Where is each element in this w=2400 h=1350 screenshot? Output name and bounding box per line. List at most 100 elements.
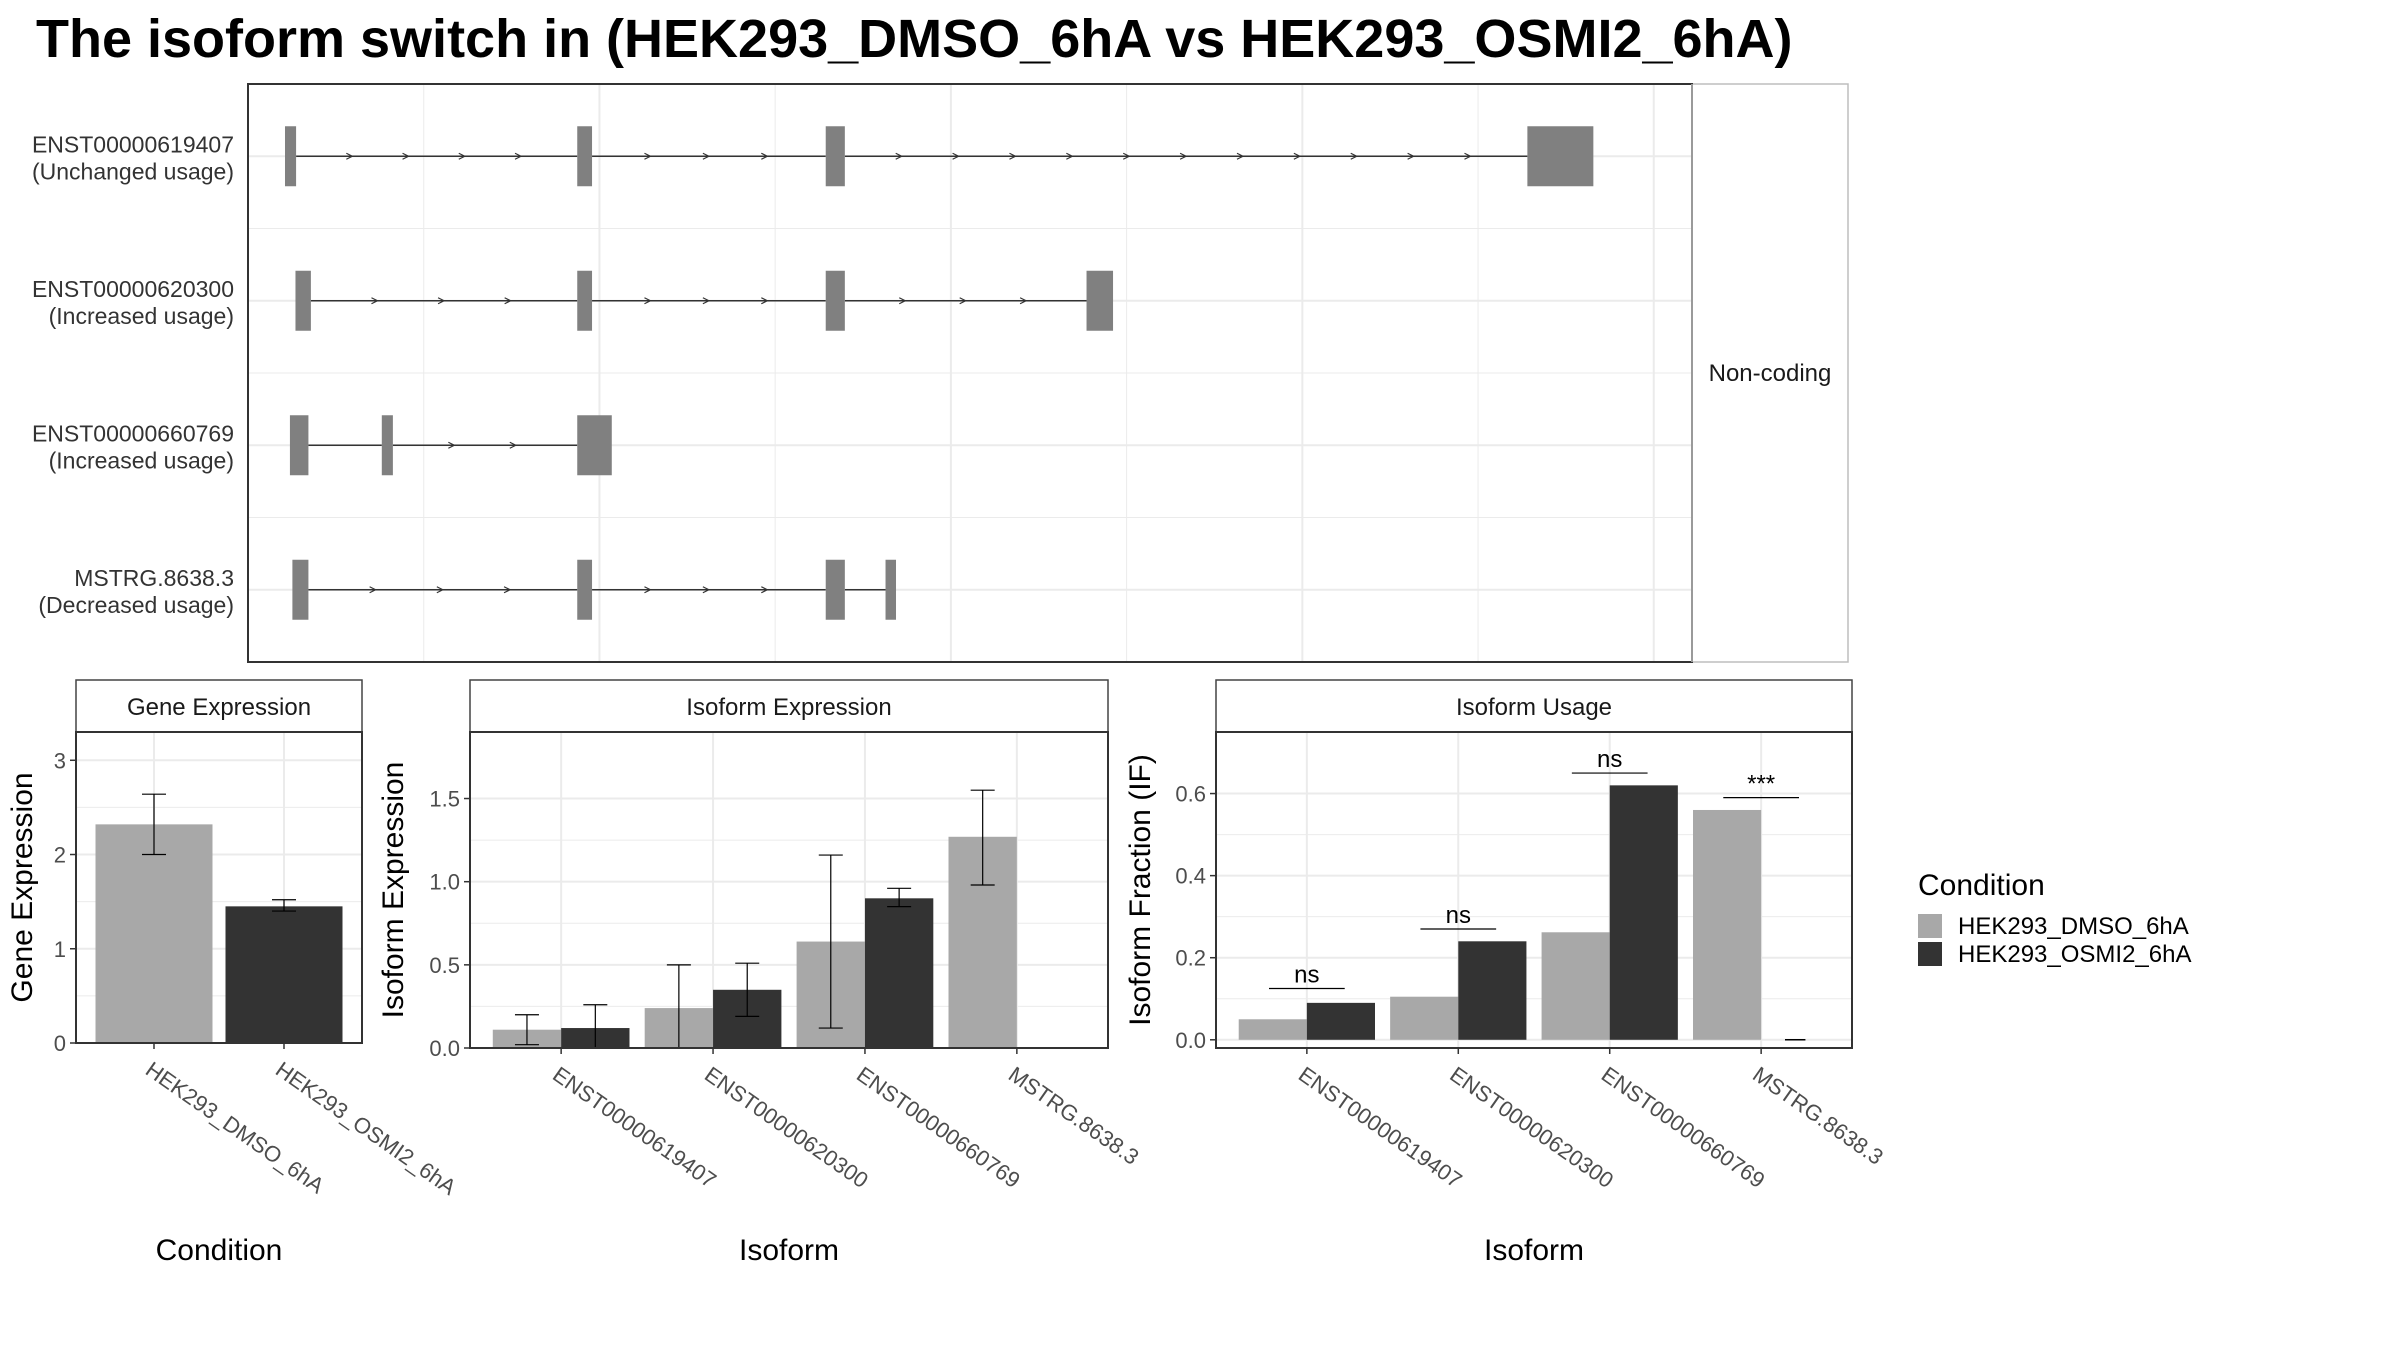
y-tick-label: 0.4 — [1175, 864, 1206, 889]
isoform-usage-label: (Increased usage) — [49, 303, 234, 329]
exon-block — [292, 559, 309, 620]
intron-direction-arrow — [1066, 152, 1074, 160]
isoform-id-label: MSTRG.8638.3 — [74, 565, 234, 591]
isoform-id-label: ENST00000660769 — [32, 420, 234, 446]
y-tick-label: 0.0 — [429, 1036, 460, 1061]
intron-direction-arrow — [702, 297, 711, 305]
y-tick-label: 0.0 — [1175, 1028, 1206, 1053]
intron-direction-arrow — [895, 152, 904, 160]
intron-direction-arrow — [509, 441, 518, 449]
significance-label: *** — [1747, 771, 1775, 798]
exon-block — [825, 559, 845, 620]
intron-direction-arrow — [644, 152, 652, 160]
x-axis-title: Condition — [156, 1234, 283, 1267]
intron-direction-arrow — [1009, 152, 1017, 160]
intron-direction-arrow — [898, 297, 907, 305]
intron-direction-arrow — [644, 297, 652, 305]
panel-title: Isoform Expression — [686, 694, 891, 721]
panel-strip — [1215, 679, 1853, 733]
intron-direction-arrow — [959, 297, 968, 305]
panel-title: Isoform Usage — [1456, 694, 1612, 721]
y-tick-label: 3 — [54, 748, 66, 773]
isoform-usage-label: (Decreased usage) — [38, 592, 234, 618]
bar — [1609, 785, 1678, 1040]
strip-label: Non-coding — [1709, 360, 1832, 387]
y-tick-label: 0.2 — [1175, 946, 1206, 971]
y-tick-label: 0.5 — [429, 953, 460, 978]
figure-title: The isoform switch in (HEK293_DMSO_6hA v… — [36, 9, 1793, 69]
isoform-usage-label: (Unchanged usage) — [32, 158, 234, 184]
bar — [1238, 1019, 1307, 1040]
x-tick-label: ENST00000660769 — [852, 1062, 1025, 1193]
isoform-id-label: ENST00000619407 — [32, 131, 234, 157]
y-axis-title: Isoform Expression — [377, 762, 410, 1019]
intron-direction-arrow — [437, 297, 446, 305]
panel-border — [75, 731, 363, 1044]
significance-label: ns — [1597, 746, 1622, 773]
bar — [1458, 941, 1527, 1040]
y-tick-label: 0.6 — [1175, 782, 1206, 807]
significance-label: ns — [1294, 961, 1319, 988]
intron-direction-arrow — [514, 152, 523, 160]
exon-block — [825, 126, 845, 187]
isoform-expression-panel: Isoform Expression 0.0 0.5 1.0 1.5 ENST000006… — [377, 679, 1144, 1267]
intron-direction-arrow — [1019, 297, 1028, 305]
intron-direction-arrow — [402, 152, 410, 160]
isoform-id-label: ENST00000620300 — [32, 276, 234, 302]
y-tick-label: 1.0 — [429, 870, 460, 895]
intron-direction-arrow — [702, 152, 711, 160]
exon-block — [1527, 126, 1594, 187]
intron-direction-arrow — [346, 152, 354, 160]
x-tick-label: ENST00000620300 — [700, 1062, 873, 1193]
intron-direction-arrow — [1293, 152, 1302, 160]
intron-direction-arrow — [369, 586, 377, 594]
intron-direction-arrow — [952, 152, 960, 160]
exon-block — [289, 415, 309, 476]
exon-block — [577, 559, 593, 620]
x-tick-label: ENST00000620300 — [1445, 1062, 1618, 1193]
exon-block — [284, 126, 297, 187]
y-tick-label: 0 — [54, 1031, 66, 1056]
legend-entry-label: HEK293_OSMI2_6hA — [1958, 941, 2191, 968]
intron-direction-arrow — [1122, 152, 1131, 160]
bar — [95, 824, 213, 1043]
x-axis-title: Isoform — [739, 1234, 839, 1267]
legend-title: Condition — [1918, 869, 2045, 902]
y-axis-title: Isoform Fraction (IF) — [1124, 754, 1157, 1026]
bar — [1541, 932, 1610, 1040]
x-tick-label: MSTRG.8638.3 — [1004, 1062, 1144, 1170]
significance-label: ns — [1446, 902, 1471, 929]
bar — [1306, 1002, 1375, 1040]
y-tick-label: 1 — [54, 937, 66, 962]
y-axis-title: Gene Expression — [6, 772, 39, 1002]
intron-direction-arrow — [1407, 152, 1415, 160]
isoform-usage-label: (Increased usage) — [49, 447, 234, 473]
x-tick-label: ENST00000660769 — [1597, 1062, 1770, 1193]
exon-block — [295, 270, 311, 331]
bar — [1693, 809, 1762, 1040]
intron-direction-arrow — [761, 297, 769, 305]
legend-swatch — [1918, 942, 1942, 966]
y-tick-label: 1.5 — [429, 787, 460, 812]
x-tick-label: MSTRG.8638.3 — [1748, 1062, 1888, 1170]
intron-direction-arrow — [761, 586, 769, 594]
intron-direction-arrow — [504, 297, 512, 305]
bar — [864, 898, 934, 1048]
isoform-usage-panel: Isoform Usage 0.0 0.2 0.4 0.6 ns ns ns *** ENST00… — [1124, 679, 1888, 1267]
intron-direction-arrow — [1350, 152, 1359, 160]
y-tick-label: 2 — [54, 843, 66, 868]
exon-block — [885, 559, 897, 620]
panel-border — [469, 731, 1109, 1049]
bar — [1390, 996, 1459, 1040]
bar — [225, 906, 343, 1043]
exon-block — [381, 415, 393, 476]
intron-direction-arrow — [702, 586, 711, 594]
legend-swatch — [1918, 914, 1942, 938]
intron-direction-arrow — [644, 586, 652, 594]
intron-direction-arrow — [458, 152, 467, 160]
panel-border — [1215, 731, 1853, 1049]
exon-block — [577, 415, 612, 476]
panel-strip — [75, 679, 363, 733]
